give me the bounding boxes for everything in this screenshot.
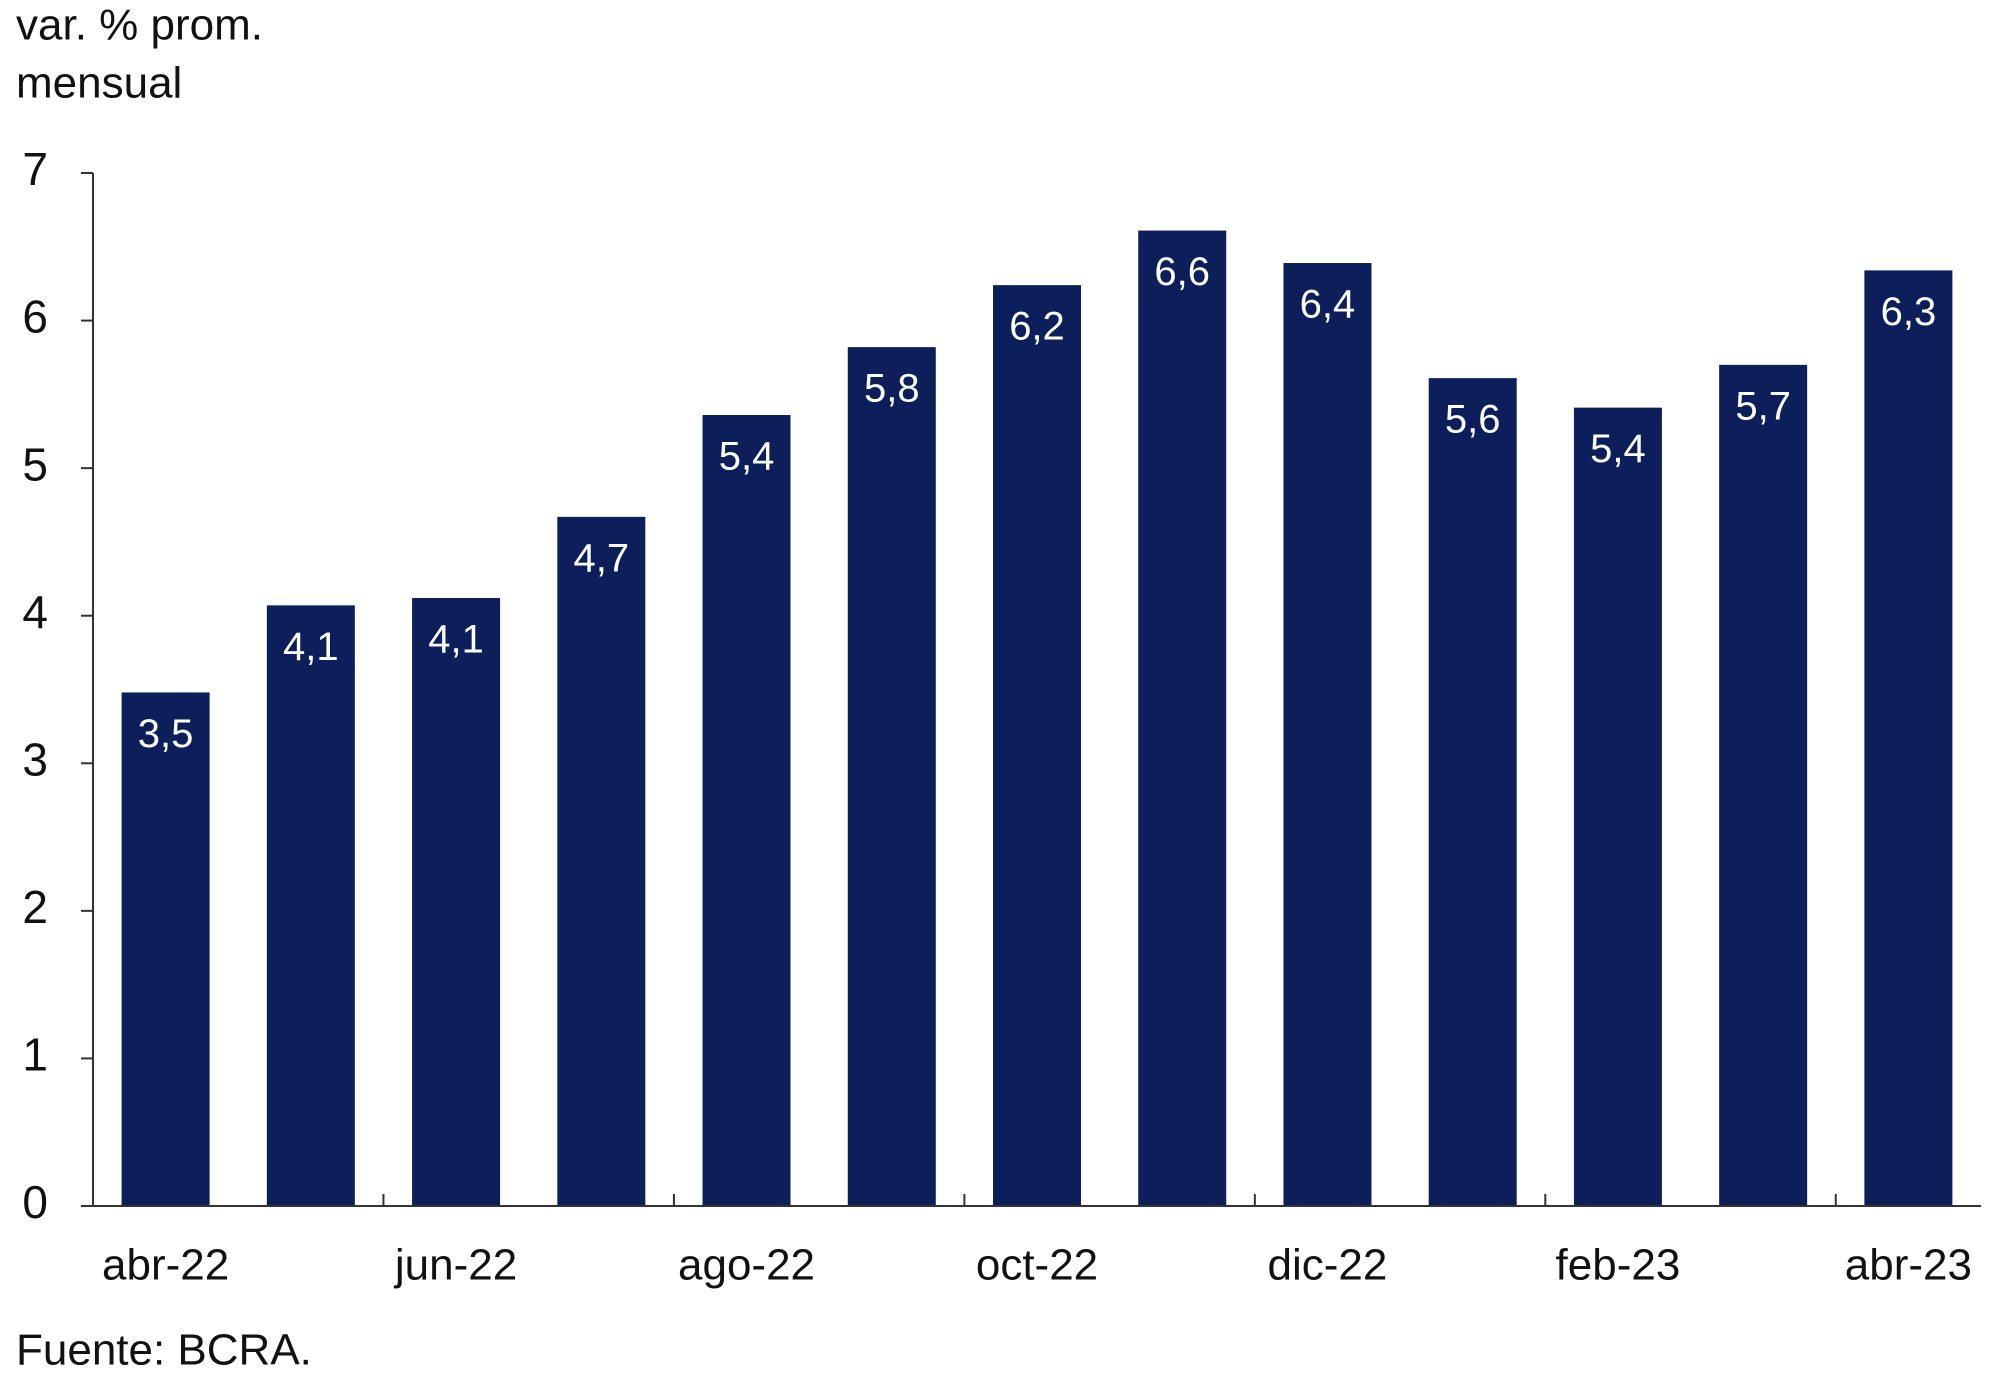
value-label: 6,2 [1009,305,1065,349]
y-axis-title: mensual [16,59,182,108]
bar [1283,263,1372,1207]
bar [1138,230,1227,1206]
value-label: 4,1 [428,618,484,662]
x-tick-label: oct-22 [976,1241,1098,1290]
y-tick-label: 7 [22,143,48,195]
bar [1573,407,1662,1207]
value-label: 3,5 [138,712,194,756]
value-label: 6,3 [1881,290,1937,334]
value-label: 6,4 [1300,283,1356,327]
y-tick-label: 0 [22,1176,48,1228]
y-tick-label: 4 [22,586,48,638]
bar [702,415,791,1206]
bar [1428,378,1517,1207]
value-label: 5,4 [1590,427,1646,471]
y-tick-label: 2 [22,881,48,933]
y-axis-title: var. % prom. [16,1,263,50]
y-tick-label: 6 [22,291,48,343]
x-tick-label: abr-23 [1845,1241,1972,1290]
y-tick-label: 3 [22,733,48,785]
x-tick-label: jun-22 [393,1241,517,1290]
source-note: Fuente: BCRA. [16,1326,312,1375]
value-label: 5,8 [864,367,920,411]
bar [412,598,501,1206]
bar [266,605,355,1206]
value-label: 4,1 [283,625,339,669]
bar [847,347,936,1206]
bar [993,285,1081,1206]
x-tick-label: feb-23 [1556,1241,1681,1290]
value-label: 6,6 [1154,250,1210,294]
x-tick-label: ago-22 [678,1241,815,1290]
x-tick-label: abr-22 [102,1241,229,1290]
value-label: 4,7 [574,536,630,580]
value-label: 5,7 [1735,384,1791,428]
bar [1719,364,1808,1206]
bar [557,516,646,1206]
bar [121,692,210,1206]
value-label: 5,6 [1445,398,1501,442]
x-tick-label: dic-22 [1268,1241,1388,1290]
y-tick-label: 1 [22,1029,48,1081]
value-label: 5,4 [719,435,775,479]
bar [1864,270,1953,1206]
y-tick-label: 5 [22,438,48,490]
